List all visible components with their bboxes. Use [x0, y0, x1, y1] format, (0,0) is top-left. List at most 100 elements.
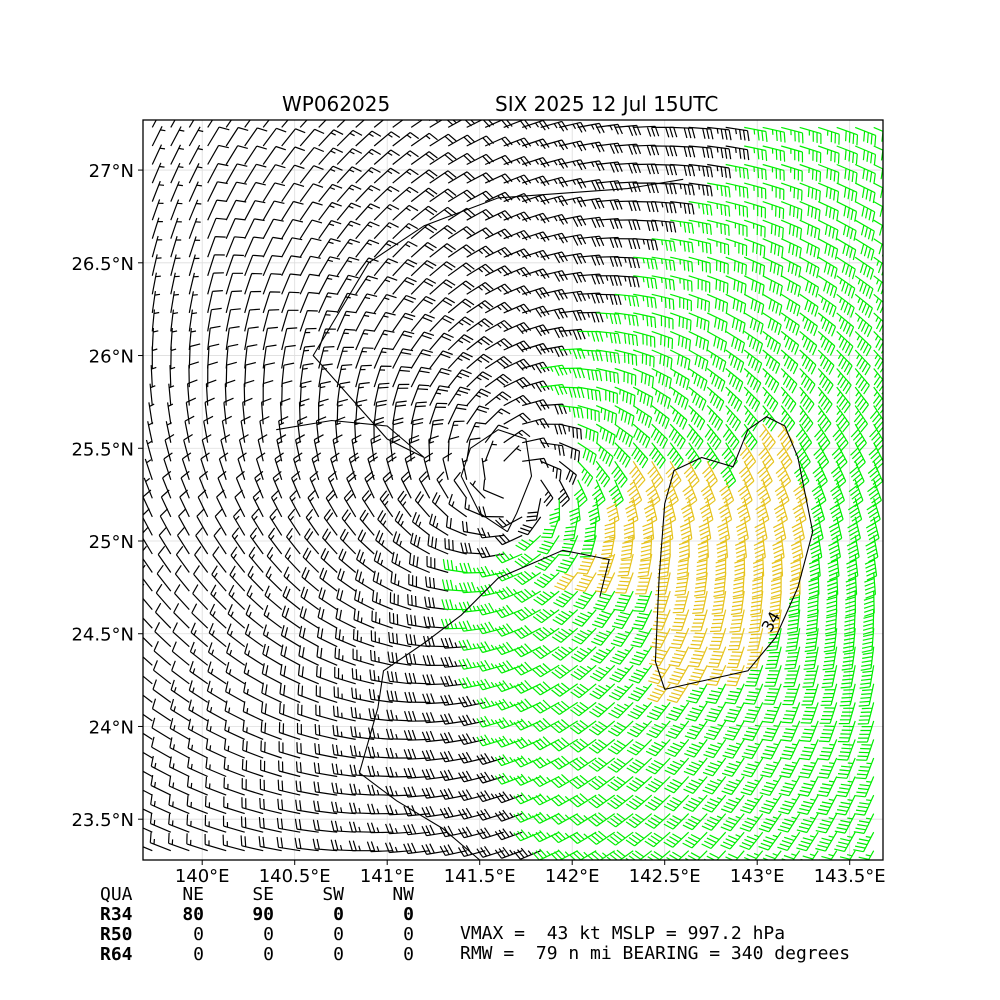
- wind-barb: [707, 145, 732, 160]
- wind-barb: [503, 429, 531, 444]
- wind-barb: [207, 325, 221, 351]
- wind-barb: [857, 702, 875, 725]
- wind-barb: [297, 684, 319, 703]
- wind-barb: [531, 830, 560, 843]
- wind-barb: [336, 274, 359, 295]
- wind-barb: [721, 776, 745, 796]
- wind-barb: [336, 328, 356, 351]
- wind-barb: [559, 348, 586, 360]
- wind-barb: [170, 272, 180, 295]
- wind-barb: [265, 566, 283, 592]
- wind-barb: [735, 516, 749, 544]
- wind-barb: [151, 309, 160, 332]
- wind-barb: [769, 591, 782, 616]
- wind-barb: [190, 622, 209, 648]
- wind-barb: [651, 293, 675, 310]
- wind-barb: [577, 216, 605, 229]
- wind-barb: [596, 142, 623, 154]
- wind-barb: [704, 423, 722, 451]
- wind-barb: [366, 822, 393, 834]
- wind-barb: [633, 182, 659, 194]
- wind-barb: [723, 720, 745, 741]
- wind-barb: [151, 180, 165, 202]
- wind-barb: [780, 219, 803, 240]
- wind-barb: [466, 371, 492, 388]
- table-cell: 0: [333, 944, 344, 965]
- wind-barb: [260, 721, 282, 740]
- wind-barb: [665, 461, 682, 489]
- wind-barb: [777, 813, 801, 833]
- wind-barb: [651, 275, 675, 291]
- wind-barb: [725, 386, 743, 412]
- wind-barb: [818, 126, 840, 145]
- wind-barb: [725, 405, 742, 432]
- x-tick-label: 140.5°E: [259, 866, 331, 887]
- wind-barb: [447, 280, 475, 295]
- wind-barb: [259, 797, 282, 815]
- wind-barb: [525, 498, 542, 522]
- wind-barb: [743, 330, 764, 354]
- wind-barb: [440, 713, 467, 725]
- storm-id-title: WP062025: [282, 92, 391, 116]
- wind-barb: [281, 362, 295, 388]
- wind-barb: [685, 850, 708, 860]
- wind-barb: [429, 206, 457, 221]
- wind-barb: [597, 553, 616, 576]
- wind-barb: [245, 604, 264, 629]
- wind-barb: [513, 736, 541, 750]
- wind-barb: [762, 312, 782, 336]
- wind-barb: [318, 274, 340, 295]
- wind-barb: [743, 368, 762, 393]
- wind-barb: [532, 681, 560, 696]
- wind-barb: [262, 326, 278, 351]
- wind-barb: [410, 418, 424, 443]
- wind-barb: [799, 368, 816, 394]
- x-tick-label: 143.5°E: [814, 866, 886, 887]
- wind-barb: [170, 144, 185, 165]
- wind-barb: [460, 542, 486, 555]
- wind-barb: [163, 452, 173, 480]
- wind-barb: [476, 678, 504, 691]
- wind-barb: [856, 739, 875, 761]
- wind-barb: [191, 603, 209, 629]
- wind-barb: [225, 218, 246, 239]
- wind-barb: [206, 719, 227, 740]
- wind-barb: [299, 362, 314, 388]
- wind-barb: [251, 508, 264, 536]
- wind-barb: [589, 701, 616, 718]
- wind-barb: [466, 437, 481, 462]
- wind-barb: [826, 591, 838, 617]
- wind-barb: [392, 312, 416, 332]
- wind-barb: [614, 162, 641, 174]
- wind-barb: [385, 766, 412, 778]
- wind-barb: [149, 832, 172, 852]
- wind-barb: [222, 815, 245, 833]
- wind-barb: [336, 202, 362, 221]
- wind-barb: [651, 163, 678, 176]
- wind-barb: [707, 256, 729, 275]
- wind-barb: [429, 385, 450, 406]
- wind-barb: [336, 220, 361, 240]
- storm-time-title: SIX 2025 12 Jul 15UTC: [495, 92, 719, 116]
- wind-barb: [373, 276, 398, 295]
- wind-barb: [385, 785, 412, 797]
- wind-barb: [625, 850, 653, 860]
- wind-barb: [315, 704, 338, 722]
- wind-barb: [847, 516, 861, 545]
- wind-barb: [207, 254, 225, 276]
- wind-barb: [751, 572, 764, 598]
- wind-barb: [223, 758, 245, 778]
- wind-barb: [447, 152, 476, 166]
- wind-barb: [332, 705, 356, 722]
- wind-barb: [484, 301, 513, 314]
- wind-barb: [386, 709, 412, 722]
- wind-barb: [688, 330, 710, 352]
- wind-barb: [873, 349, 883, 376]
- wind-barb: [373, 382, 390, 406]
- wind-barb: [301, 567, 320, 592]
- wind-barb: [540, 345, 568, 358]
- wind-barb: [244, 236, 264, 258]
- wind-barb: [370, 630, 393, 648]
- wind-barb: [626, 757, 653, 774]
- wind-barb: [762, 256, 784, 277]
